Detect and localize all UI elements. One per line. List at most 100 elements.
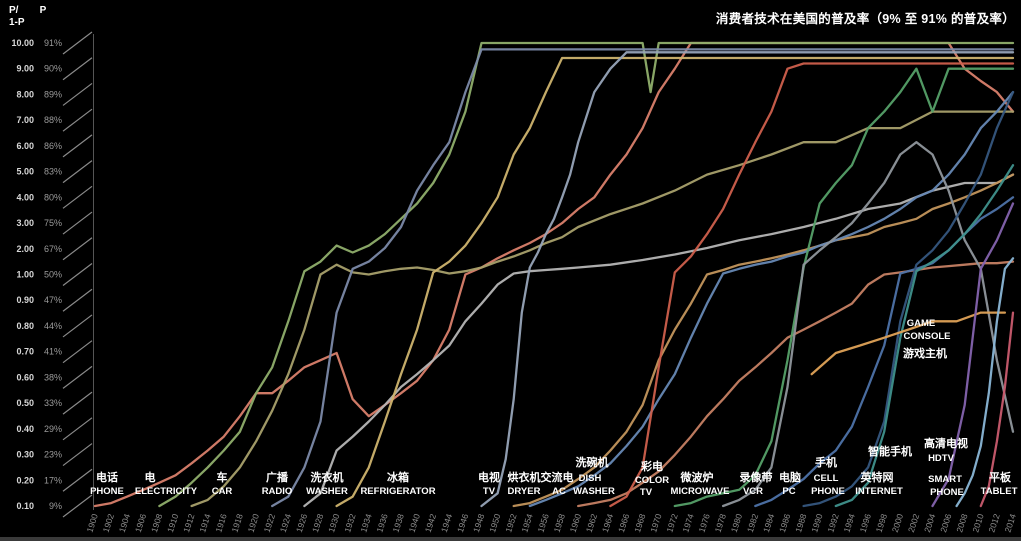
tech-label: WASHER: [573, 486, 615, 497]
x-tick-label: 1912: [181, 512, 196, 533]
x-tick-label: 1904: [117, 512, 132, 533]
series-line-smart_phone: [955, 257, 1015, 508]
y-axis-title-percent: P: [39, 5, 47, 16]
tech-label: 微波炉: [680, 470, 714, 484]
y-tick-percent-label: 44%: [44, 321, 62, 331]
series-line-tablet: [979, 311, 1015, 508]
x-tick-label: 1936: [374, 512, 389, 533]
x-tick-label: 2010: [970, 512, 985, 533]
tech-label: 电话: [96, 470, 118, 484]
scale-break-hatch: [62, 160, 93, 184]
scale-break-hatch: [62, 237, 93, 261]
tech-label: TV: [640, 487, 653, 498]
y-axis-title: P/ 1-P P: [9, 5, 46, 29]
y-tick-ratio-label: 0.50: [16, 398, 34, 408]
series-line-radio: [271, 48, 1015, 508]
x-tick-label: 2012: [986, 512, 1001, 533]
tech-label: REFRIGERATOR: [360, 486, 435, 497]
tech-label: PHONE: [811, 486, 845, 497]
y-tick-percent-label: 83%: [44, 167, 62, 177]
tech-label: PC: [782, 486, 795, 497]
tech-label: 车: [217, 470, 228, 484]
bottom-strip: [0, 537, 1021, 541]
tech-label: 电视: [478, 470, 500, 484]
scale-break-hatch: [62, 134, 93, 158]
y-tick-percent-label: 67%: [44, 244, 62, 254]
tech-label: CELL: [814, 473, 839, 484]
x-tick-label: 1990: [809, 512, 824, 533]
y-tick-ratio-label: 10.00: [11, 38, 34, 48]
series-line-dryer: [512, 173, 1015, 508]
y-tick-ratio-label: 0.80: [16, 321, 34, 331]
x-tick-label: 1998: [874, 512, 889, 533]
series-line-game_console: [810, 311, 1007, 376]
y-tick-percent-label: 91%: [44, 38, 62, 48]
scale-break-hatch: [62, 468, 93, 492]
y-tick-percent-label: 9%: [49, 501, 62, 511]
series-line-ac: [528, 90, 1015, 508]
scale-break-hatch: [62, 185, 93, 209]
x-tick-label: 2014: [1003, 512, 1018, 533]
x-tick-label: 1942: [423, 512, 438, 533]
tech-label: 交流电: [541, 470, 574, 484]
y-tick-ratio-label: 7.00: [16, 115, 34, 125]
x-tick-label: 1914: [197, 512, 212, 533]
y-tick-ratio-label: 4.00: [16, 192, 34, 202]
tech-label: 洗碗机: [576, 455, 609, 469]
scale-break-hatch: [62, 391, 93, 415]
tech-label: MICROWAVE: [671, 486, 730, 497]
tech-label: DISH: [579, 473, 602, 484]
x-tick-label: 1984: [761, 512, 776, 533]
series-line-internet: [834, 164, 1015, 508]
x-tick-label: 1978: [713, 512, 728, 533]
x-tick-label: 1958: [552, 512, 567, 533]
y-axis-title-ratio: P/ 1-P: [9, 5, 25, 29]
x-tick-label: 1940: [407, 512, 422, 533]
y-tick-ratio-label: 3.00: [16, 218, 34, 228]
y-tick-ratio-label: 0.60: [16, 372, 34, 382]
series-line-hdtv: [931, 202, 1015, 508]
tech-label: CONSOLE: [904, 331, 951, 342]
y-tick-percent-label: 90%: [44, 64, 62, 74]
x-tick-label: 1996: [858, 512, 873, 533]
x-tick-label: 1970: [648, 512, 663, 533]
x-tick-label: 1926: [294, 512, 309, 533]
y-tick-percent-label: 80%: [44, 192, 62, 202]
x-tick-label: 1910: [165, 512, 180, 533]
tech-label: SMART: [928, 474, 962, 485]
scale-break-hatch: [62, 57, 93, 81]
tech-label: 烘衣机: [508, 470, 541, 484]
scale-break-hatch: [62, 263, 93, 286]
scale-break-hatch: [62, 108, 93, 132]
x-tick-label: 1906: [133, 512, 148, 533]
tech-label: RADIO: [262, 486, 293, 497]
x-tick-label: 1916: [213, 512, 228, 533]
scale-break-hatch: [62, 82, 93, 106]
y-tick-percent-label: 17%: [44, 475, 62, 485]
y-tick-ratio-label: 0.30: [16, 450, 34, 460]
x-tick-label: 1944: [439, 512, 454, 533]
x-tick-label: 2004: [922, 512, 937, 533]
x-tick-label: 1920: [246, 512, 261, 533]
tech-label: AC: [552, 486, 566, 497]
y-tick-percent-label: 33%: [44, 398, 62, 408]
tech-label: 洗衣机: [311, 470, 344, 484]
y-tick-ratio-label: 0.10: [16, 501, 34, 511]
tech-label: 电脑: [779, 470, 801, 484]
x-tick-label: 1968: [632, 512, 647, 533]
y-tick-ratio-label: 2.00: [16, 244, 34, 254]
y-tick-ratio-label: 0.90: [16, 295, 34, 305]
y-tick-percent-label: 47%: [44, 295, 62, 305]
x-tick-label: 1994: [841, 512, 856, 533]
x-tick-label: 1900: [85, 512, 100, 533]
x-tick-label: 1922: [262, 512, 277, 533]
x-tick-label: 1976: [697, 512, 712, 533]
y-tick-percent-label: 86%: [44, 141, 62, 151]
y-axis-ratio-denominator: 1-P: [9, 17, 25, 28]
x-tick-label: 2008: [954, 512, 969, 533]
tech-label: PHONE: [90, 486, 124, 497]
x-tick-label: 1992: [825, 512, 840, 533]
y-tick-ratio-label: 0.40: [16, 424, 34, 434]
